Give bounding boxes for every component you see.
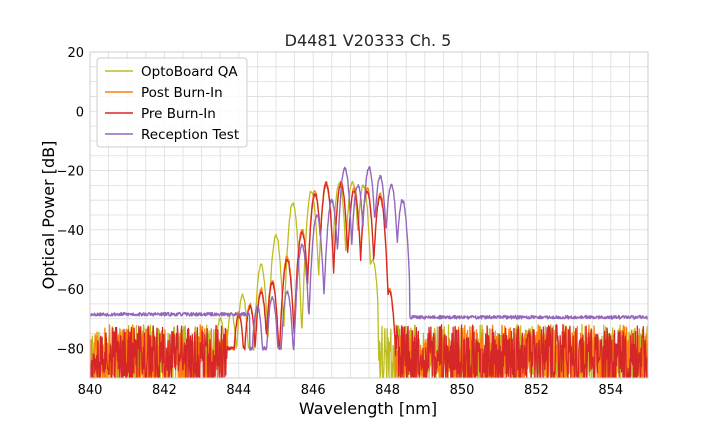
- legend-label: OptoBoard QA: [141, 64, 238, 80]
- x-tick-label: 848: [375, 383, 400, 398]
- y-tick-label: −60: [57, 283, 84, 298]
- legend-label: Reception Test: [141, 127, 239, 143]
- y-tick-label: 20: [67, 46, 84, 61]
- y-axis-label: Optical Power [dB]: [39, 141, 58, 290]
- x-tick-label: 842: [152, 383, 177, 398]
- y-axis-ticks: 20 0 −20 −40 −60 −80: [57, 46, 84, 357]
- x-tick-label: 840: [78, 383, 103, 398]
- series-line: [90, 166, 648, 351]
- series-pre-burn-in: [90, 181, 648, 378]
- legend-label: Post Burn-In: [141, 85, 223, 101]
- x-tick-label: 850: [450, 383, 475, 398]
- series-line: [90, 181, 648, 378]
- y-tick-label: 0: [76, 105, 84, 120]
- y-tick-label: −80: [57, 342, 84, 357]
- y-tick-label: −20: [57, 165, 84, 180]
- x-tick-label: 846: [301, 383, 326, 398]
- legend-label: Pre Burn-In: [141, 106, 216, 122]
- legend: OptoBoard QA Post Burn-In Pre Burn-In Recep…: [96, 57, 248, 148]
- x-tick-label: 852: [524, 383, 549, 398]
- chart-title: D4481 V20333 Ch. 5: [285, 31, 452, 50]
- y-tick-label: −40: [57, 224, 84, 239]
- x-axis-ticks: 840 842 844 846 848 850 852 854: [78, 383, 624, 398]
- x-axis-label: Wavelength [nm]: [299, 399, 437, 418]
- x-tick-label: 844: [226, 383, 251, 398]
- legend-box: [96, 57, 248, 148]
- series-layer: [90, 166, 648, 378]
- plot-frame: [89, 51, 649, 379]
- series-reception-test: [90, 166, 648, 351]
- x-tick-label: 854: [598, 383, 623, 398]
